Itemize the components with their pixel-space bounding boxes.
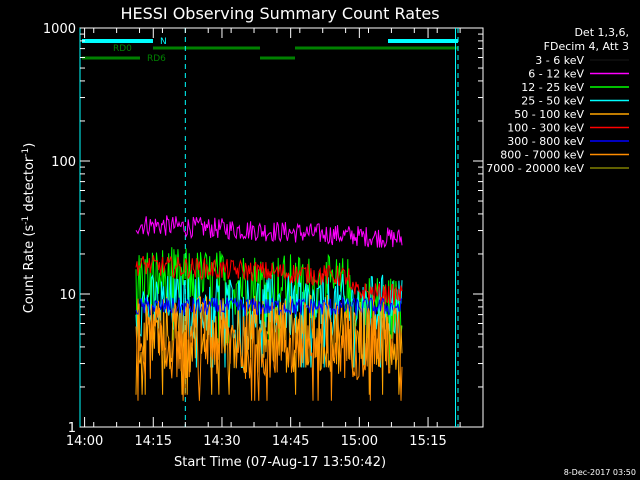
series-line-7 bbox=[135, 300, 403, 401]
flag-label-n: N bbox=[160, 37, 167, 47]
series-line-5 bbox=[135, 255, 403, 306]
y-tick-label: 100 bbox=[51, 155, 76, 170]
series-lines bbox=[135, 124, 403, 401]
x-tick-label: 14:30 bbox=[203, 434, 240, 449]
y-tick-label: 10 bbox=[59, 288, 76, 303]
series-line-6 bbox=[135, 296, 403, 317]
legend-item-label: 7000 - 20000 keV bbox=[486, 162, 584, 175]
x-tick-label: 14:45 bbox=[272, 434, 309, 449]
y-axis-label-part-1: Count Rate (s bbox=[22, 225, 37, 314]
legend-item-label: 12 - 25 keV bbox=[521, 81, 584, 94]
series-line-0 bbox=[135, 124, 403, 189]
series-line-1 bbox=[135, 215, 403, 248]
generation-date: 8-Dec-2017 03:50 bbox=[564, 468, 636, 477]
y-axis-label-exp-2: -1 bbox=[21, 148, 31, 157]
flag-label-rd6: RD6 bbox=[147, 54, 166, 64]
legend-item-label: 3 - 6 keV bbox=[535, 54, 584, 67]
legend-item-label: 300 - 800 keV bbox=[507, 135, 584, 148]
x-tick-label: 14:00 bbox=[66, 434, 103, 449]
time-markers bbox=[79, 28, 459, 427]
legend-item-label: 6 - 12 keV bbox=[528, 68, 584, 81]
flag-label-rd0: RD0 bbox=[113, 44, 132, 54]
x-axis-label: Start Time (07-Aug-17 13:50:42) bbox=[174, 455, 386, 470]
legend-item-label: 25 - 50 keV bbox=[521, 95, 584, 108]
y-axis-label-part-2: detector bbox=[22, 156, 37, 216]
y-tick-label: 1 bbox=[68, 421, 76, 436]
legend-item-label: 800 - 7000 keV bbox=[500, 149, 584, 162]
legend-header-2: FDecim 4, Att 3 bbox=[544, 40, 629, 53]
flag-bars: N RD0 RD6 bbox=[82, 37, 458, 64]
x-axis-ticks: 14:00 14:15 14:30 14:45 15:00 15:15 bbox=[66, 28, 484, 449]
x-tick-label: 15:15 bbox=[409, 434, 446, 449]
y-axis-label-exp-1: -1 bbox=[21, 216, 31, 225]
x-tick-label: 15:00 bbox=[341, 434, 378, 449]
legend-header-1: Det 1,3,6, bbox=[574, 26, 629, 39]
y-tick-label: 1000 bbox=[43, 22, 76, 37]
legend-item-label: 100 - 300 keV bbox=[507, 122, 584, 135]
legend-item-label: 50 - 100 keV bbox=[514, 108, 584, 121]
y-axis-ticks: 1 10 100 1000 bbox=[43, 22, 483, 436]
chart-title: HESSI Observing Summary Count Rates bbox=[120, 4, 439, 23]
y-axis-label: Count Rate (s-1 detector-1) bbox=[21, 143, 37, 314]
y-axis-label-part-3: ) bbox=[22, 143, 37, 148]
x-tick-label: 14:15 bbox=[135, 434, 172, 449]
